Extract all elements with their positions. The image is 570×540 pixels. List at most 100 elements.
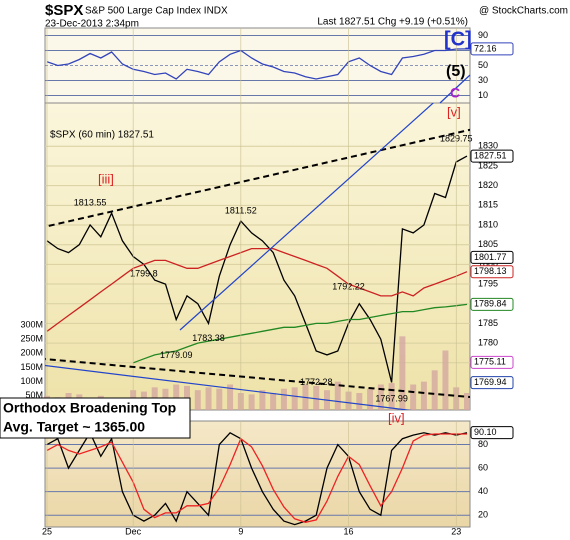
last-value: 1827.51 bbox=[474, 150, 507, 160]
volume-bar bbox=[205, 387, 212, 410]
wave-label: C bbox=[450, 85, 460, 101]
trendline bbox=[45, 364, 413, 410]
volume-bar bbox=[377, 384, 384, 410]
level-label: 1801.77 bbox=[474, 252, 507, 262]
source: @ StockCharts.com bbox=[479, 6, 568, 17]
y-tick-label: 1830 bbox=[478, 141, 498, 151]
index-name: S&P 500 Large Cap Index INDX bbox=[85, 6, 228, 17]
ma-last-value: 1789.84 bbox=[474, 299, 507, 309]
y-tick-label: 90 bbox=[478, 30, 488, 40]
volume-bar bbox=[367, 388, 374, 410]
wave-label: (5) bbox=[446, 63, 466, 80]
volume-tick-label: 200M bbox=[20, 348, 43, 358]
pivot-label: 1813.55 bbox=[74, 197, 107, 207]
x-tick-label: 23 bbox=[451, 526, 461, 536]
series-line bbox=[46, 431, 468, 526]
y-tick-label: 1795 bbox=[478, 278, 498, 288]
pivot-label: 1783.38 bbox=[192, 333, 225, 343]
volume-bar bbox=[173, 384, 180, 410]
level-label-box bbox=[470, 250, 514, 264]
volume-bar bbox=[464, 393, 470, 410]
trendline bbox=[439, 74, 471, 104]
last-value-box bbox=[470, 42, 514, 56]
volume-tick-label: 150M bbox=[20, 362, 43, 372]
ma-last-value: 1798.13 bbox=[474, 266, 507, 276]
last-value-box bbox=[470, 149, 514, 163]
series-line bbox=[46, 48, 468, 80]
level-label: 1769.94 bbox=[474, 377, 507, 387]
volume-tick-label: 300M bbox=[20, 319, 43, 329]
y-tick-label: 1815 bbox=[478, 200, 498, 210]
pivot-label: 1799.8 bbox=[130, 269, 158, 279]
volume-tick-label: 100M bbox=[20, 376, 43, 386]
symbol: $SPX bbox=[45, 2, 83, 19]
volume-bar bbox=[431, 370, 438, 410]
level-label-box bbox=[470, 355, 514, 369]
pivot-label: 1767.99 bbox=[375, 394, 408, 404]
volume-bar bbox=[270, 393, 277, 410]
y-tick-label: 20 bbox=[478, 510, 488, 520]
trendline bbox=[45, 128, 470, 228]
last-value-box bbox=[470, 426, 514, 440]
volume-tick-label: 50M bbox=[25, 390, 43, 400]
target-box bbox=[0, 397, 191, 439]
series-line bbox=[46, 433, 467, 523]
last-value: 90.10 bbox=[474, 427, 497, 437]
price-legend: $SPX (60 min) 1827.51 bbox=[50, 130, 154, 141]
y-tick-label: 40 bbox=[478, 486, 488, 496]
volume-bar bbox=[334, 381, 341, 410]
x-tick-label: 16 bbox=[344, 526, 354, 536]
volume-bar bbox=[291, 387, 298, 410]
y-tick-label: 30 bbox=[478, 75, 488, 85]
volume-bar bbox=[356, 393, 363, 410]
target-text: Orthodox Broadening Top bbox=[3, 400, 176, 416]
volume-bar bbox=[227, 384, 234, 410]
y-tick-label: 80 bbox=[478, 439, 488, 449]
y-tick-label: 1825 bbox=[478, 160, 498, 170]
y-tick-label: 50 bbox=[478, 60, 488, 70]
pivot-label: 1772.28 bbox=[300, 377, 333, 387]
pivot-label: 1779.09 bbox=[160, 350, 193, 360]
series-line bbox=[132, 303, 468, 364]
trendlines bbox=[45, 103, 470, 410]
datetime: 23-Dec-2013 2:34pm bbox=[45, 19, 139, 30]
level-label-box bbox=[470, 376, 514, 390]
volume-bar bbox=[442, 350, 449, 410]
y-tick-label: 1810 bbox=[478, 219, 498, 229]
volume-bar bbox=[420, 381, 427, 410]
trendline bbox=[45, 358, 470, 399]
price-panel bbox=[44, 102, 471, 411]
volume-tick-label: 250M bbox=[20, 334, 43, 344]
x-tick-label: 9 bbox=[238, 526, 243, 536]
ma-last-value-box bbox=[470, 297, 514, 311]
ma-last-value-box bbox=[470, 265, 514, 279]
series-line bbox=[46, 247, 468, 332]
volume-bar bbox=[248, 394, 255, 410]
last-quote: Last 1827.51 Chg +9.19 (+0.51%) bbox=[317, 17, 468, 28]
level-label: 1775.11 bbox=[474, 357, 506, 367]
y-tick-label: 1785 bbox=[478, 318, 498, 328]
wave-label: [v] bbox=[447, 104, 461, 119]
x-tick-label: 25 bbox=[42, 526, 52, 536]
volume-bar bbox=[216, 388, 223, 410]
y-tick-label: 1805 bbox=[478, 239, 498, 249]
volume-bar bbox=[313, 385, 320, 410]
volume-bar bbox=[259, 390, 266, 410]
target-text: Avg. Target ~ 1365.00 bbox=[3, 419, 145, 435]
wave-label: [iii] bbox=[98, 171, 114, 186]
last-value: 72.16 bbox=[474, 43, 497, 53]
y-tick-label: 1780 bbox=[478, 337, 498, 347]
y-tick-label: 1820 bbox=[478, 180, 498, 190]
volume-bar bbox=[399, 336, 406, 410]
series-line bbox=[46, 155, 468, 383]
wave-label: [C] bbox=[444, 28, 472, 50]
wave-label: [iv] bbox=[388, 410, 405, 425]
volume-bar bbox=[280, 388, 287, 410]
x-tick-label: Dec bbox=[125, 526, 142, 536]
y-tick-label: 10 bbox=[478, 90, 488, 100]
volume-bar bbox=[410, 384, 417, 410]
trendline bbox=[179, 103, 435, 331]
volume-bar bbox=[388, 383, 395, 410]
volume-bar bbox=[194, 390, 201, 410]
